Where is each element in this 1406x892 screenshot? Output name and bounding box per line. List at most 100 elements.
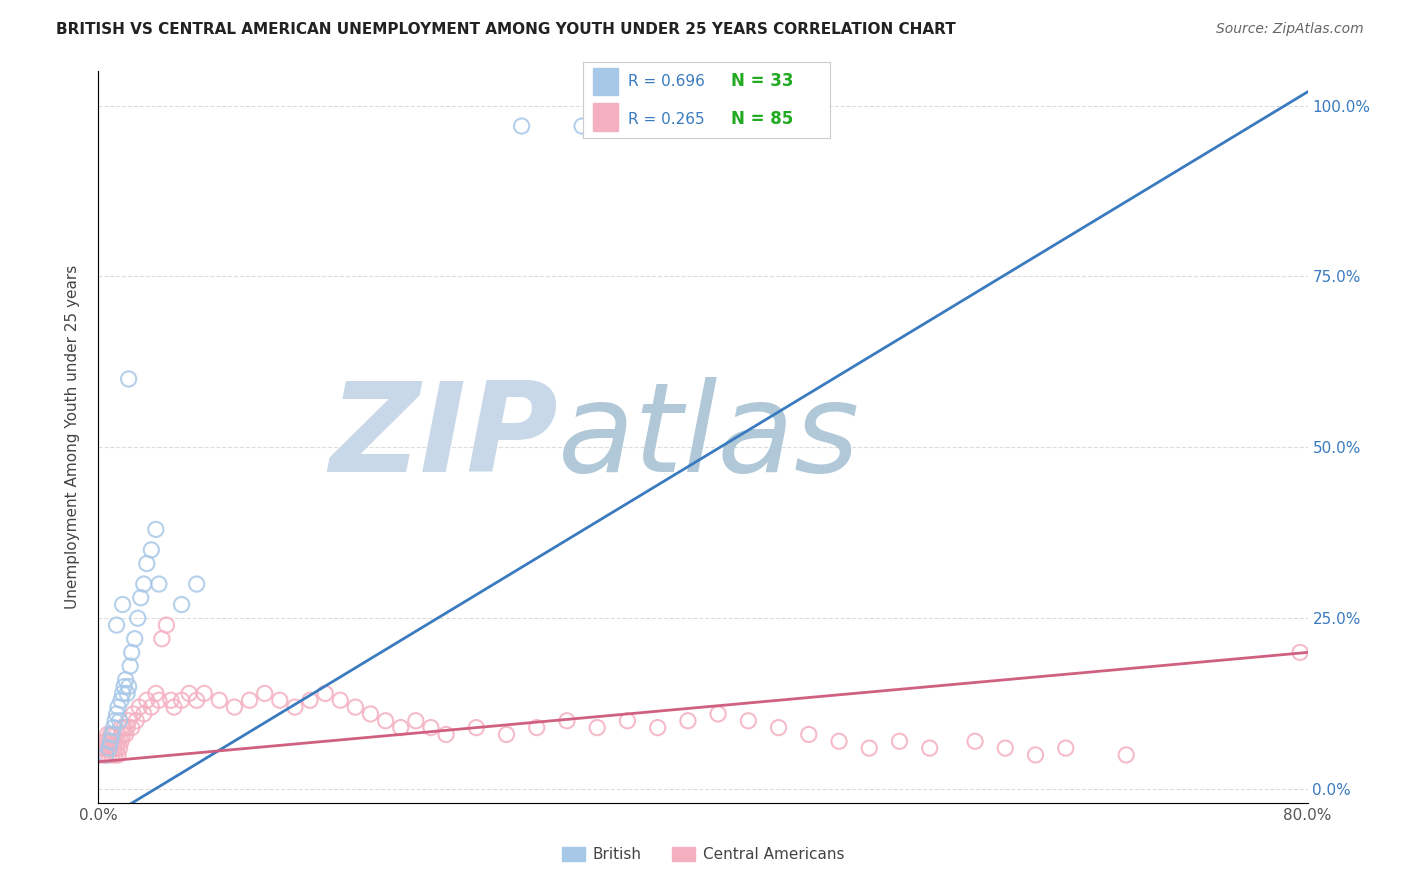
Point: [110, 734, 132, 748]
Point: [329, 693, 352, 707]
Point: [141, 700, 163, 714]
Text: R = 0.696: R = 0.696: [627, 74, 704, 89]
Point: [768, 721, 790, 735]
Point: [103, 721, 125, 735]
Text: N = 33: N = 33: [731, 72, 793, 90]
Point: [193, 686, 215, 700]
Point: [121, 721, 143, 735]
Point: [148, 577, 170, 591]
Text: atlas: atlas: [558, 376, 860, 498]
Point: [858, 741, 880, 756]
Point: [299, 693, 322, 707]
Point: [118, 680, 141, 694]
Point: [420, 721, 443, 735]
Y-axis label: Unemployment Among Youth under 25 years: Unemployment Among Youth under 25 years: [65, 265, 80, 609]
Point: [155, 618, 177, 632]
Bar: [593, 68, 619, 95]
Point: [111, 598, 134, 612]
Point: [170, 693, 193, 707]
Point: [103, 741, 125, 756]
Point: [586, 721, 609, 735]
Point: [965, 734, 987, 748]
Point: [101, 727, 124, 741]
Bar: [593, 103, 619, 130]
Point: [135, 557, 157, 571]
Point: [104, 714, 127, 728]
Point: [389, 721, 412, 735]
Point: [132, 706, 155, 721]
Point: [1289, 645, 1312, 659]
Point: [122, 706, 145, 721]
Text: BRITISH VS CENTRAL AMERICAN UNEMPLOYMENT AMONG YOUTH UNDER 25 YEARS CORRELATION : BRITISH VS CENTRAL AMERICAN UNEMPLOYMENT…: [56, 22, 956, 37]
Point: [135, 693, 157, 707]
Point: [112, 721, 135, 735]
Point: [121, 645, 143, 659]
Point: [360, 706, 382, 721]
Point: [1054, 741, 1077, 756]
Point: [676, 714, 699, 728]
Point: [918, 741, 941, 756]
Point: [405, 714, 427, 728]
Point: [571, 119, 593, 133]
Point: [994, 741, 1017, 756]
Text: ZIP: ZIP: [329, 376, 558, 498]
Point: [101, 747, 124, 762]
Point: [93, 741, 115, 756]
Point: [110, 721, 132, 735]
Text: Source: ZipAtlas.com: Source: ZipAtlas.com: [1216, 22, 1364, 37]
Point: [314, 686, 336, 700]
Point: [526, 721, 548, 735]
Point: [129, 591, 152, 605]
Point: [94, 747, 117, 762]
Point: [707, 706, 730, 721]
Point: [96, 741, 118, 756]
Point: [105, 706, 128, 721]
Point: [150, 632, 173, 646]
Point: [253, 686, 276, 700]
Point: [465, 721, 488, 735]
Point: [269, 693, 291, 707]
Text: N = 85: N = 85: [731, 111, 793, 128]
Point: [90, 741, 112, 756]
Point: [239, 693, 262, 707]
Point: [224, 700, 246, 714]
Point: [132, 577, 155, 591]
Point: [87, 747, 110, 762]
Text: R = 0.265: R = 0.265: [627, 112, 704, 127]
Point: [96, 727, 118, 741]
Point: [98, 741, 121, 756]
Point: [120, 659, 142, 673]
Point: [374, 714, 396, 728]
Point: [495, 727, 517, 741]
Point: [186, 577, 208, 591]
Point: [510, 119, 533, 133]
Point: [107, 734, 129, 748]
Point: [115, 686, 138, 700]
Point: [105, 618, 128, 632]
Point: [118, 372, 141, 386]
Point: [797, 727, 820, 741]
Point: [616, 714, 638, 728]
Point: [737, 714, 759, 728]
Point: [148, 693, 170, 707]
Point: [118, 714, 141, 728]
Point: [98, 734, 121, 748]
Point: [114, 727, 136, 741]
Point: [1024, 747, 1046, 762]
Point: [170, 598, 193, 612]
Point: [160, 693, 183, 707]
Point: [647, 721, 669, 735]
Point: [107, 747, 129, 762]
Point: [100, 734, 122, 748]
Point: [101, 734, 124, 748]
Point: [163, 700, 186, 714]
Point: [105, 741, 128, 756]
Point: [94, 747, 117, 762]
Point: [284, 700, 307, 714]
Point: [208, 693, 231, 707]
Point: [114, 673, 136, 687]
Point: [179, 686, 201, 700]
Point: [110, 693, 132, 707]
Point: [145, 686, 167, 700]
Point: [111, 686, 134, 700]
